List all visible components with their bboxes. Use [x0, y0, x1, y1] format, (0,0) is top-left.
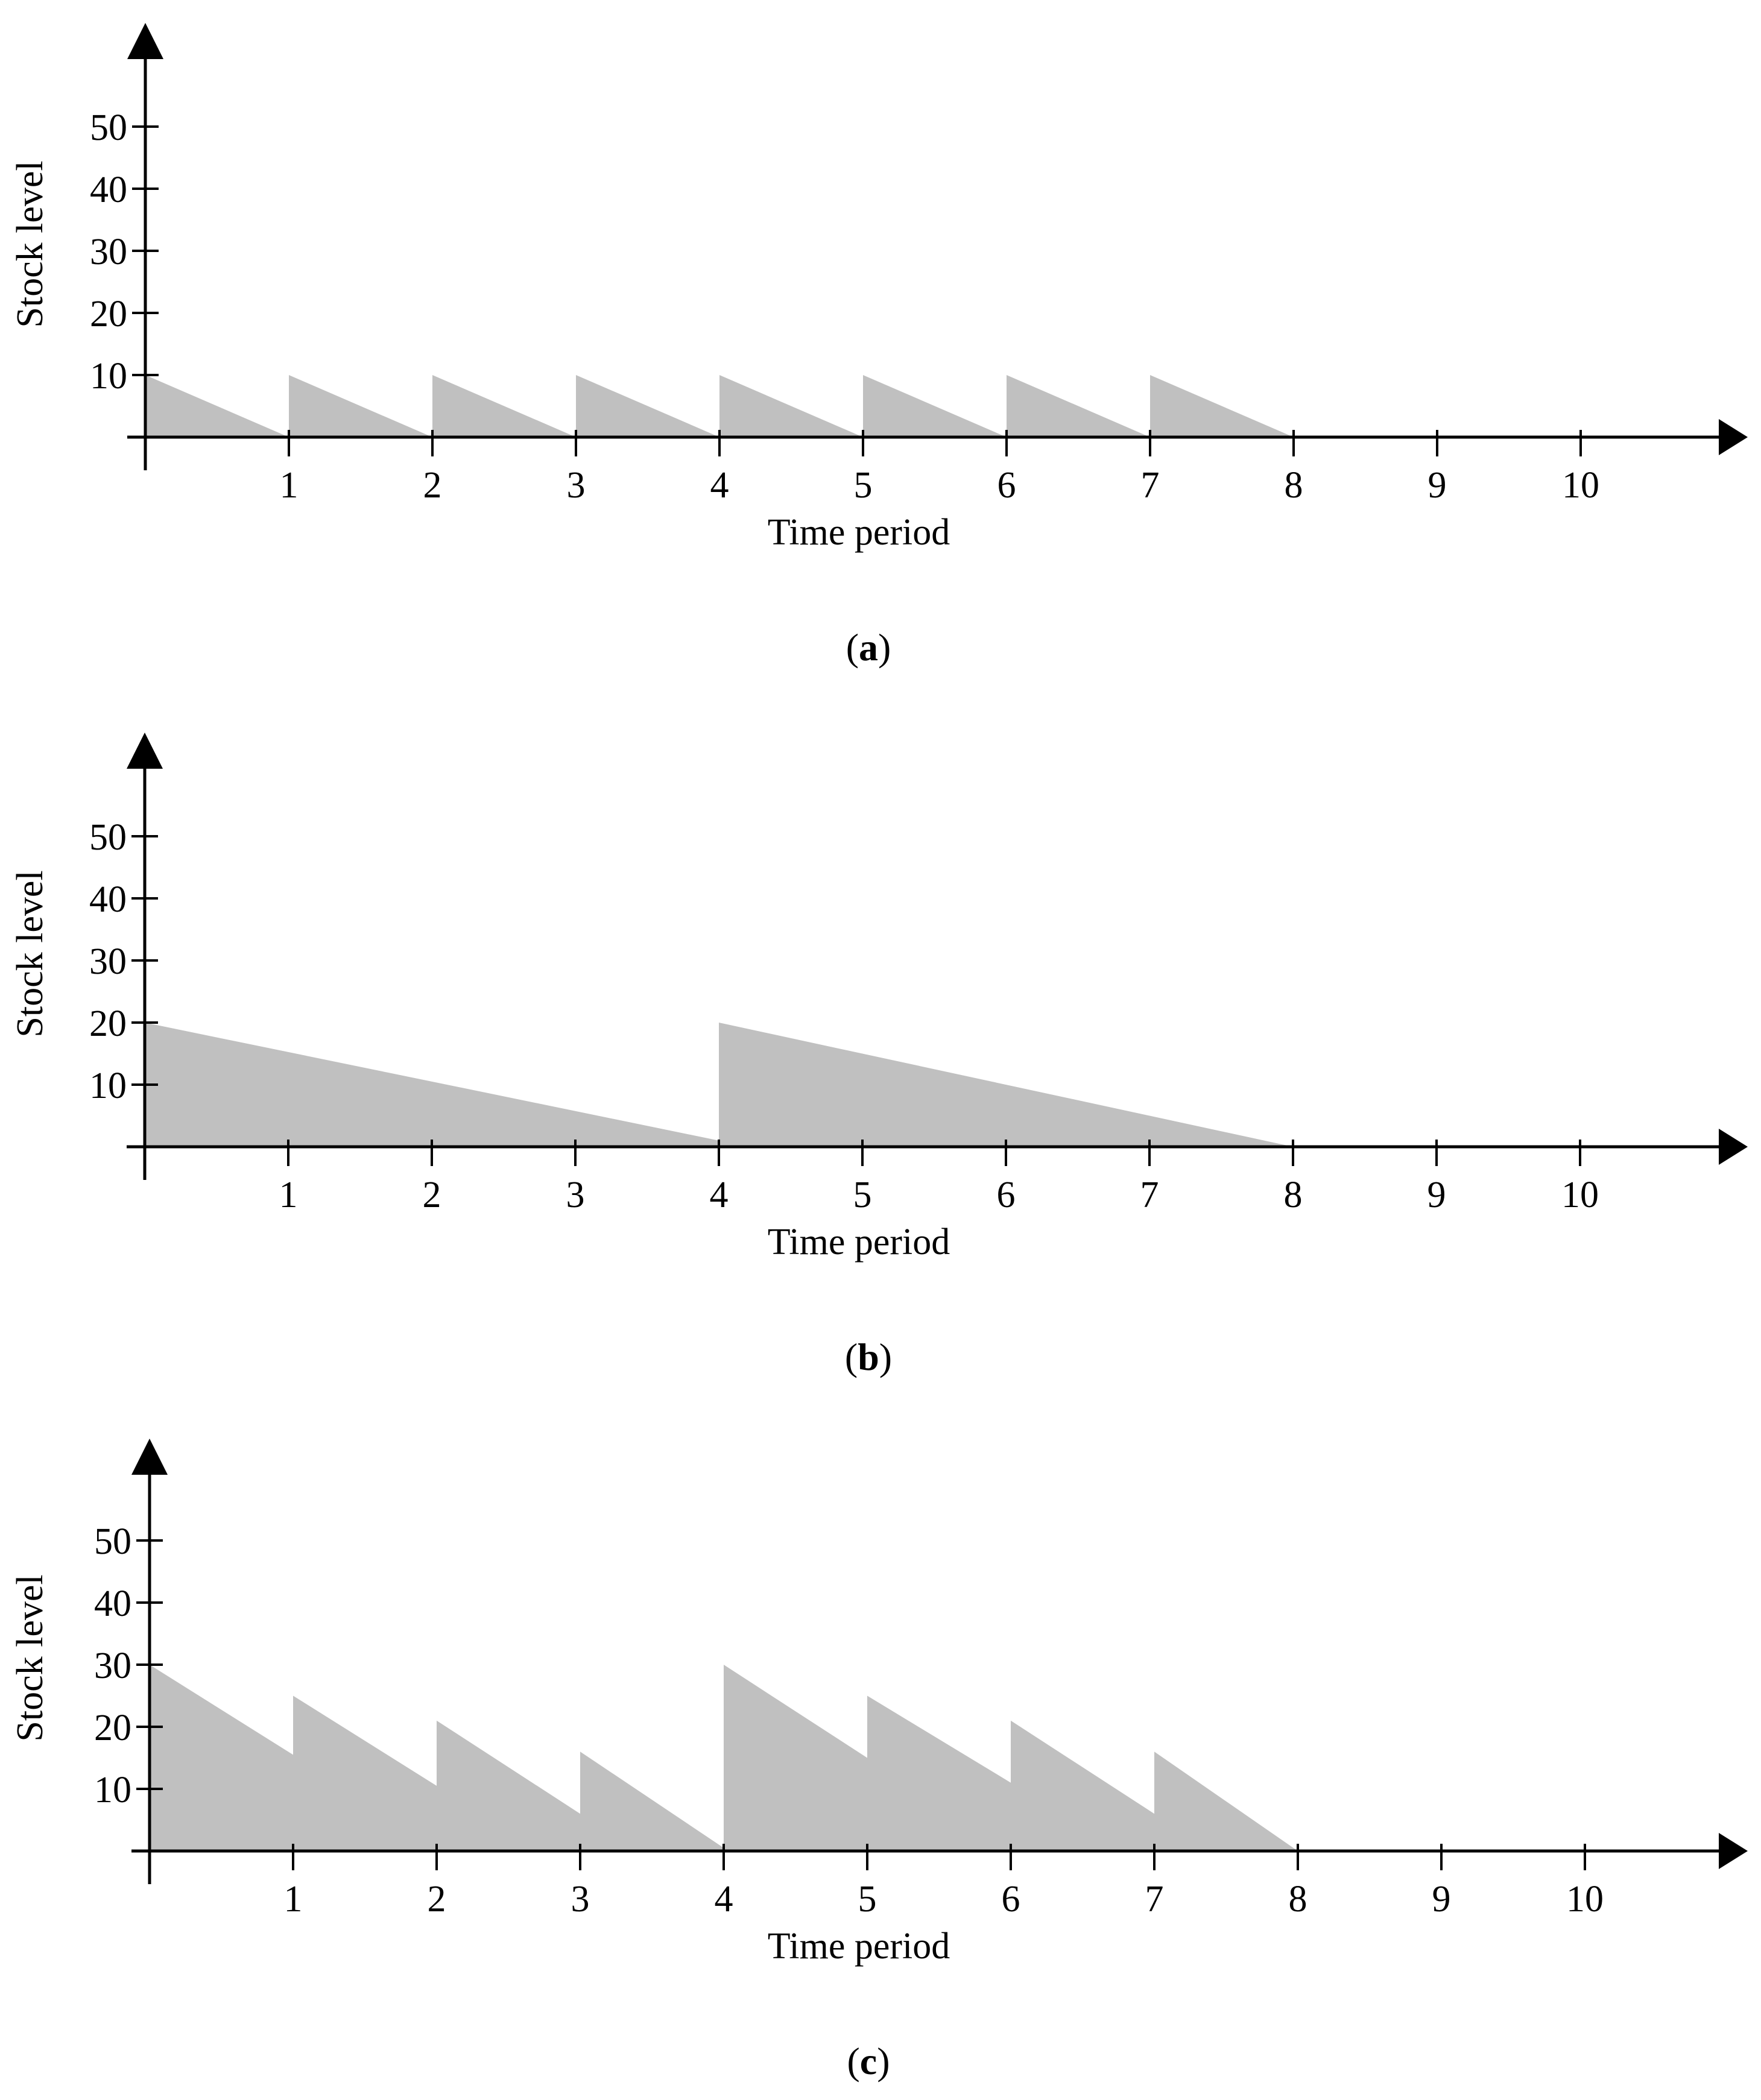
x-tick-label: 9 [1427, 1175, 1446, 1216]
x-tick-label: 3 [567, 465, 586, 506]
x-tick-label: 6 [997, 465, 1016, 506]
x-tick-label: 2 [428, 1879, 446, 1920]
y-tick-label: 20 [90, 294, 127, 335]
panel-caption-letter: c [860, 2040, 877, 2083]
y-tick-label: 20 [89, 1003, 127, 1044]
y-tick-label: 40 [89, 879, 127, 920]
y-tick-label: 40 [90, 169, 127, 210]
panel-caption-letter: a [859, 626, 878, 669]
x-tick-label: 1 [279, 1175, 298, 1216]
y-tick-label: 10 [89, 1065, 127, 1106]
x-tick-label: 7 [1140, 1175, 1159, 1216]
x-tick-label: 10 [1562, 465, 1599, 506]
x-axis-title: Time period [768, 1222, 950, 1263]
x-tick-label: 4 [710, 465, 729, 506]
x-tick-label: 8 [1285, 465, 1303, 506]
x-axis-arrow-icon [1719, 1129, 1748, 1165]
y-tick-label: 30 [89, 941, 127, 982]
y-axis-title: Stock level [10, 870, 51, 1037]
y-tick-label: 10 [90, 356, 127, 397]
x-tick-label: 6 [1002, 1879, 1020, 1920]
x-tick-label: 6 [997, 1175, 1016, 1216]
y-tick-label: 10 [94, 1770, 131, 1811]
x-tick-label: 1 [280, 465, 299, 506]
y-tick-label: 50 [94, 1521, 131, 1562]
x-tick-label: 2 [423, 465, 442, 506]
stock-area [150, 1665, 1298, 1851]
x-tick-label: 4 [715, 1879, 733, 1920]
x-axis-title: Time period [768, 1926, 950, 1967]
x-tick-label: 8 [1289, 1879, 1307, 1920]
x-tick-label: 1 [284, 1879, 303, 1920]
x-axis-arrow-icon [1719, 419, 1748, 455]
panel-caption: (a) [846, 626, 891, 669]
x-tick-label: 7 [1145, 1879, 1164, 1920]
y-tick-label: 30 [90, 232, 127, 273]
x-tick-label: 10 [1561, 1175, 1599, 1216]
y-tick-label: 20 [94, 1707, 131, 1748]
x-tick-label: 5 [858, 1879, 877, 1920]
y-axis-arrow-icon [127, 733, 163, 769]
y-axis-title: Stock level [10, 1574, 51, 1741]
panel-caption: (c) [847, 2040, 890, 2083]
x-tick-label: 3 [566, 1175, 585, 1216]
panel-c: 1 2 3 4 5 6 7 8 9 10 10 20 30 40 50 Time period Stock le… [10, 1439, 1748, 2083]
y-axis-arrow-icon [127, 23, 163, 59]
y-tick-label: 50 [90, 107, 127, 148]
y-axis-arrow-icon [131, 1439, 168, 1475]
x-axis-title: Time period [768, 512, 950, 553]
x-tick-label: 7 [1141, 465, 1160, 506]
y-tick-label: 50 [89, 817, 127, 858]
x-tick-label: 2 [423, 1175, 441, 1216]
panel-b: 1 2 3 4 5 6 7 8 9 10 10 20 30 40 50 Time period Stock le… [10, 733, 1748, 1378]
panel-caption-letter: b [858, 1335, 879, 1378]
x-tick-label: 5 [854, 465, 873, 506]
stock-area [145, 1023, 1293, 1147]
x-tick-label: 8 [1284, 1175, 1303, 1216]
y-tick-label: 30 [94, 1645, 131, 1686]
x-tick-label: 4 [710, 1175, 729, 1216]
x-tick-label: 10 [1566, 1879, 1604, 1920]
y-tick-label: 40 [94, 1583, 131, 1624]
x-tick-label: 9 [1428, 465, 1447, 506]
stock-area [145, 375, 1294, 437]
x-tick-label: 5 [853, 1175, 872, 1216]
y-axis-title: Stock level [10, 160, 51, 327]
panel-a: 1 2 3 4 5 6 7 8 9 10 10 20 30 40 50 Time period Stock le… [10, 23, 1748, 669]
x-tick-label: 9 [1432, 1879, 1451, 1920]
x-axis-arrow-icon [1719, 1833, 1748, 1869]
panel-caption: (b) [845, 1335, 892, 1378]
x-tick-label: 3 [571, 1879, 590, 1920]
